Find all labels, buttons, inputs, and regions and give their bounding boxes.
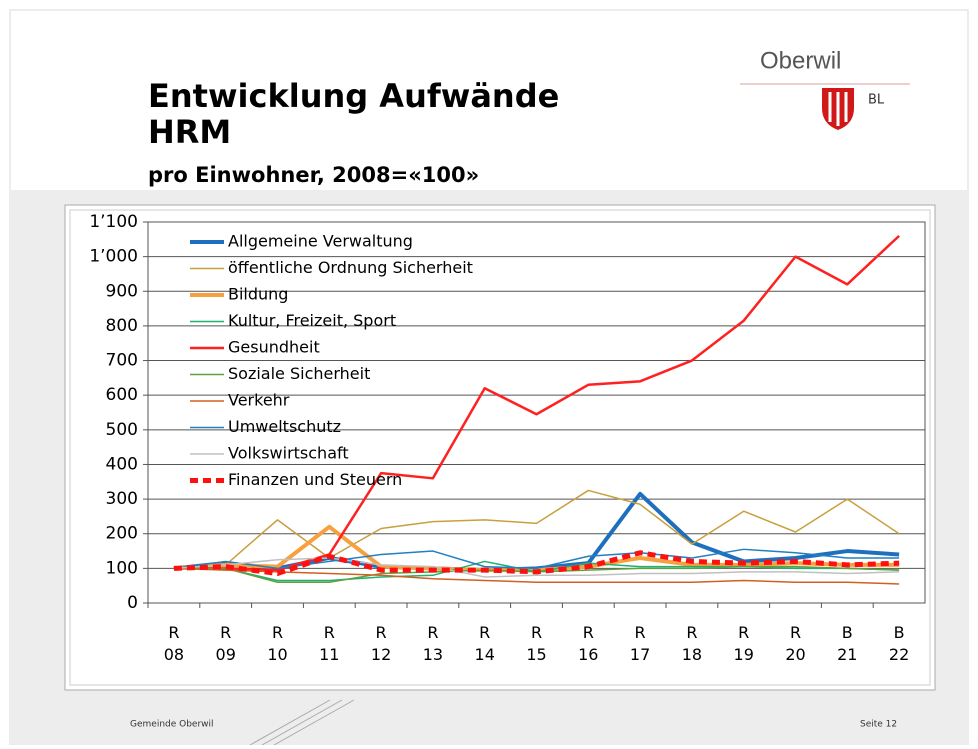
legend-label: Soziale Sicherheit bbox=[228, 364, 370, 383]
footer-right: Seite 12 bbox=[860, 720, 897, 730]
legend-label: Gesundheit bbox=[228, 338, 320, 357]
legend-label: Finanzen und Steuern bbox=[228, 470, 402, 489]
y-tick-label: 800 bbox=[106, 316, 138, 336]
x-tick-label: R 11 bbox=[319, 623, 339, 664]
footer-left: Gemeinde Oberwil bbox=[130, 720, 214, 730]
y-tick-label: 1’000 bbox=[89, 247, 138, 267]
chart-box bbox=[64, 204, 936, 691]
y-tick-label: 700 bbox=[106, 351, 138, 371]
legend-label: Allgemeine Verwaltung bbox=[228, 232, 413, 251]
title: Entwicklung Aufwände bbox=[148, 77, 559, 115]
x-tick-label: R 17 bbox=[630, 623, 650, 664]
y-tick-label: 200 bbox=[106, 524, 138, 544]
x-tick-label: R 20 bbox=[785, 623, 805, 664]
y-tick-label: 500 bbox=[106, 420, 138, 440]
chart-box-inner bbox=[69, 209, 931, 686]
series-line bbox=[173, 489, 900, 570]
logo-region: BL bbox=[868, 93, 885, 108]
decoration bbox=[249, 699, 355, 746]
title: HRM bbox=[148, 113, 231, 151]
subtitle: pro Einwohner, 2008=«100» bbox=[148, 163, 479, 187]
legend-label: Verkehr bbox=[228, 391, 290, 410]
legend-label: Kultur, Freizeit, Sport bbox=[228, 311, 396, 330]
y-tick-label: 1’100 bbox=[89, 212, 138, 232]
y-tick-label: 0 bbox=[127, 593, 138, 613]
x-tick-label: R 18 bbox=[682, 623, 702, 664]
y-tick-label: 300 bbox=[106, 489, 138, 509]
x-tick-label: R 16 bbox=[578, 623, 598, 664]
logo-mark bbox=[828, 92, 848, 126]
x-tick-label: B 21 bbox=[837, 623, 857, 664]
legend-label: Umweltschutz bbox=[228, 417, 341, 436]
legend-label: Bildung bbox=[228, 285, 288, 304]
legend-label: Volkswirtschaft bbox=[228, 444, 349, 463]
series-line bbox=[173, 567, 900, 585]
y-tick-label: 100 bbox=[106, 558, 138, 578]
legend-label: öffentliche Ordnung Sicherheit bbox=[228, 258, 473, 277]
y-tick-label: 900 bbox=[106, 281, 138, 301]
x-tick-label: R 13 bbox=[423, 623, 443, 664]
plot: 0 100 200 300 400 500 600 700 800 900 1’000 1’100 R 0… bbox=[89, 212, 926, 664]
x-tick-label: R 15 bbox=[526, 623, 546, 664]
x-tick-label: R 10 bbox=[267, 623, 287, 664]
logo-name: Oberwil bbox=[760, 47, 841, 74]
x-tick-label: B 22 bbox=[889, 623, 909, 664]
x-tick-label: R 09 bbox=[216, 623, 236, 664]
y-tick-label: 400 bbox=[106, 454, 138, 474]
series-line bbox=[173, 557, 900, 578]
y-tick-label: 600 bbox=[106, 385, 138, 405]
series-line bbox=[173, 234, 900, 572]
series-line bbox=[173, 550, 900, 577]
x-tick-label: R 19 bbox=[734, 623, 754, 664]
x-tick-label: R 12 bbox=[371, 623, 391, 664]
x-tick-label: R 14 bbox=[475, 623, 495, 664]
plot-border bbox=[147, 221, 926, 604]
x-tick-label: R 08 bbox=[164, 623, 184, 664]
